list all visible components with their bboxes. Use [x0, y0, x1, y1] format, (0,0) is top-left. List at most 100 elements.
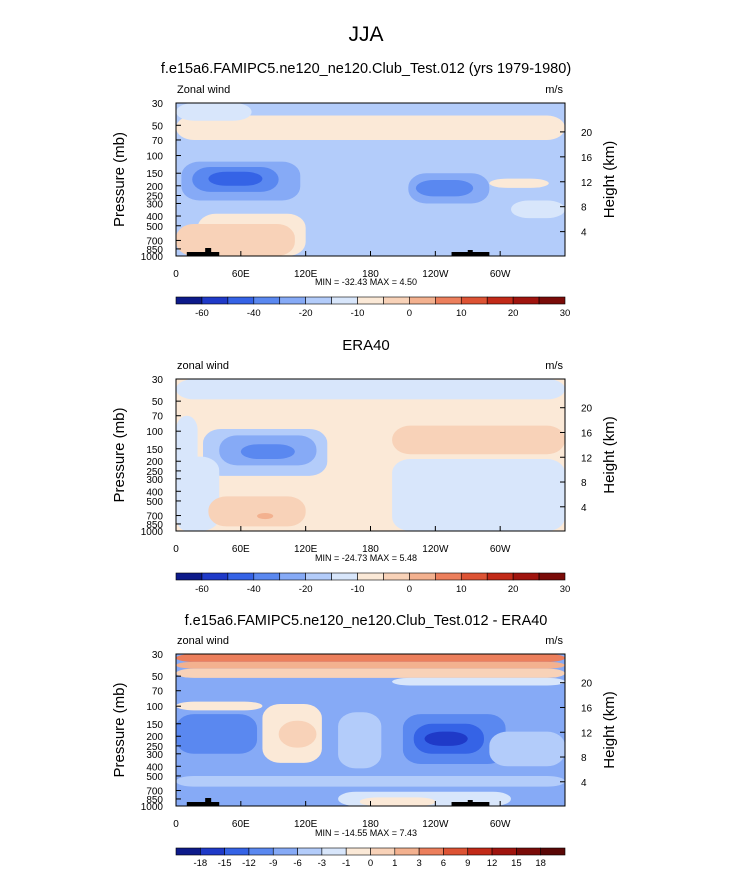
y-tick-label: 30 [152, 375, 164, 386]
contour-region [415, 179, 474, 197]
y-tick-label: 150 [146, 720, 163, 731]
contour-region [489, 178, 549, 188]
colorbar-swatch [538, 572, 566, 581]
y2-tick-label: 20 [581, 128, 593, 139]
y-axis-label: Pressure (mb) [111, 682, 128, 777]
y-tick-label: 1000 [141, 252, 164, 263]
y-tick-label: 50 [152, 397, 164, 408]
y-tick-label: 400 [146, 487, 163, 498]
colorbar-swatch [227, 296, 255, 305]
y-tick-label: 700 [146, 787, 163, 798]
stats-label: MIN = -32.43 MAX = 4.50 [315, 277, 417, 287]
y-tick-label: 70 [152, 412, 164, 423]
contour-region [489, 731, 565, 767]
y2-axis-label: Height (km) [601, 141, 618, 219]
y-tick-label: 400 [146, 212, 163, 223]
colorbar-label: -18 [193, 858, 207, 869]
y-tick-label: 400 [146, 762, 163, 773]
contour-region [359, 797, 436, 806]
colorbar-label: 15 [511, 858, 522, 869]
colorbar-swatch [409, 296, 436, 305]
topography [205, 798, 212, 806]
panel-title: f.e15a6.FAMIPC5.ne120_ne120.Club_Test.01… [161, 61, 571, 77]
y2-tick-label: 20 [581, 679, 593, 690]
y2-tick-label: 16 [581, 428, 593, 439]
colorbar-label: -10 [351, 308, 365, 319]
x-tick-label: 120E [294, 544, 318, 555]
y2-tick-label: 8 [581, 478, 587, 489]
colorbar-swatch [201, 572, 229, 581]
contour-region [176, 654, 565, 662]
colorbar-label: 18 [535, 858, 546, 869]
colorbar-swatch [394, 847, 420, 856]
colorbar-label: -20 [299, 308, 313, 319]
panel-title: ERA40 [342, 337, 390, 354]
colorbar-swatch [540, 847, 566, 856]
colorbar-swatch [331, 296, 358, 305]
topography [467, 250, 473, 256]
colorbar-swatch [279, 296, 306, 305]
colorbar-swatch [467, 847, 493, 856]
colorbar-label: -3 [318, 858, 326, 869]
panel-title: f.e15a6.FAMIPC5.ne120_ne120.Club_Test.01… [185, 613, 548, 629]
y-tick-label: 70 [152, 687, 164, 698]
colorbar-label: -12 [242, 858, 256, 869]
y-tick-label: 100 [146, 152, 163, 163]
y-axis-label: Pressure (mb) [111, 407, 128, 502]
colorbar-swatch [486, 572, 514, 581]
topography [205, 248, 212, 256]
contour-region [176, 415, 198, 531]
y-tick-label: 30 [152, 99, 164, 110]
page-title: JJA [348, 23, 383, 46]
colorbar-swatch [409, 572, 436, 581]
contour-region [424, 731, 468, 746]
colorbar-swatch [491, 847, 517, 856]
colorbar-swatch [175, 296, 203, 305]
contour-region [381, 120, 533, 137]
colorbar-swatch [248, 847, 274, 856]
stats-label: MIN = -24.73 MAX = 5.48 [315, 553, 417, 563]
y-tick-label: 100 [146, 702, 163, 713]
x-tick-label: 60E [232, 269, 250, 280]
contour-region [510, 200, 565, 219]
colorbar-swatch [200, 847, 225, 856]
y-tick-label: 200 [146, 182, 163, 193]
contour-region [176, 668, 565, 678]
colorbar-swatch [357, 296, 384, 305]
y-tick-label: 300 [146, 750, 163, 761]
contour-region [208, 496, 306, 527]
contour-region [176, 103, 252, 121]
colorbar-label: -40 [247, 308, 261, 319]
contour-region [257, 512, 274, 520]
panel-model: f.e15a6.FAMIPC5.ne120_ne120.Club_Test.01… [111, 61, 618, 319]
topography [186, 802, 220, 806]
colorbar-label: 0 [407, 308, 412, 319]
y2-tick-label: 8 [581, 203, 587, 214]
colorbar-swatch [443, 847, 469, 856]
colorbar-label: -15 [218, 858, 232, 869]
y-tick-label: 200 [146, 732, 163, 743]
contour-region [208, 171, 263, 186]
y-tick-label: 30 [152, 650, 164, 661]
colorbar-label: 20 [508, 584, 519, 595]
colorbar-label: 1 [392, 858, 397, 869]
colorbar-swatch [383, 296, 410, 305]
x-tick-label: 0 [173, 269, 179, 280]
x-tick-label: 180 [362, 544, 379, 555]
contour-field [176, 654, 565, 806]
colorbar-label: -20 [299, 584, 313, 595]
colorbar-label: 12 [487, 858, 498, 869]
colorbar-swatch [297, 847, 323, 856]
contour-region [278, 720, 317, 748]
colorbar-swatch [512, 572, 540, 581]
contour-region [176, 701, 263, 711]
y2-tick-label: 4 [581, 503, 587, 514]
contour-field [176, 103, 565, 256]
y2-tick-label: 4 [581, 228, 587, 239]
colorbar-swatch [279, 572, 306, 581]
colorbar-label: 9 [465, 858, 470, 869]
colorbar-swatch [435, 572, 462, 581]
colorbar-label: -9 [269, 858, 277, 869]
